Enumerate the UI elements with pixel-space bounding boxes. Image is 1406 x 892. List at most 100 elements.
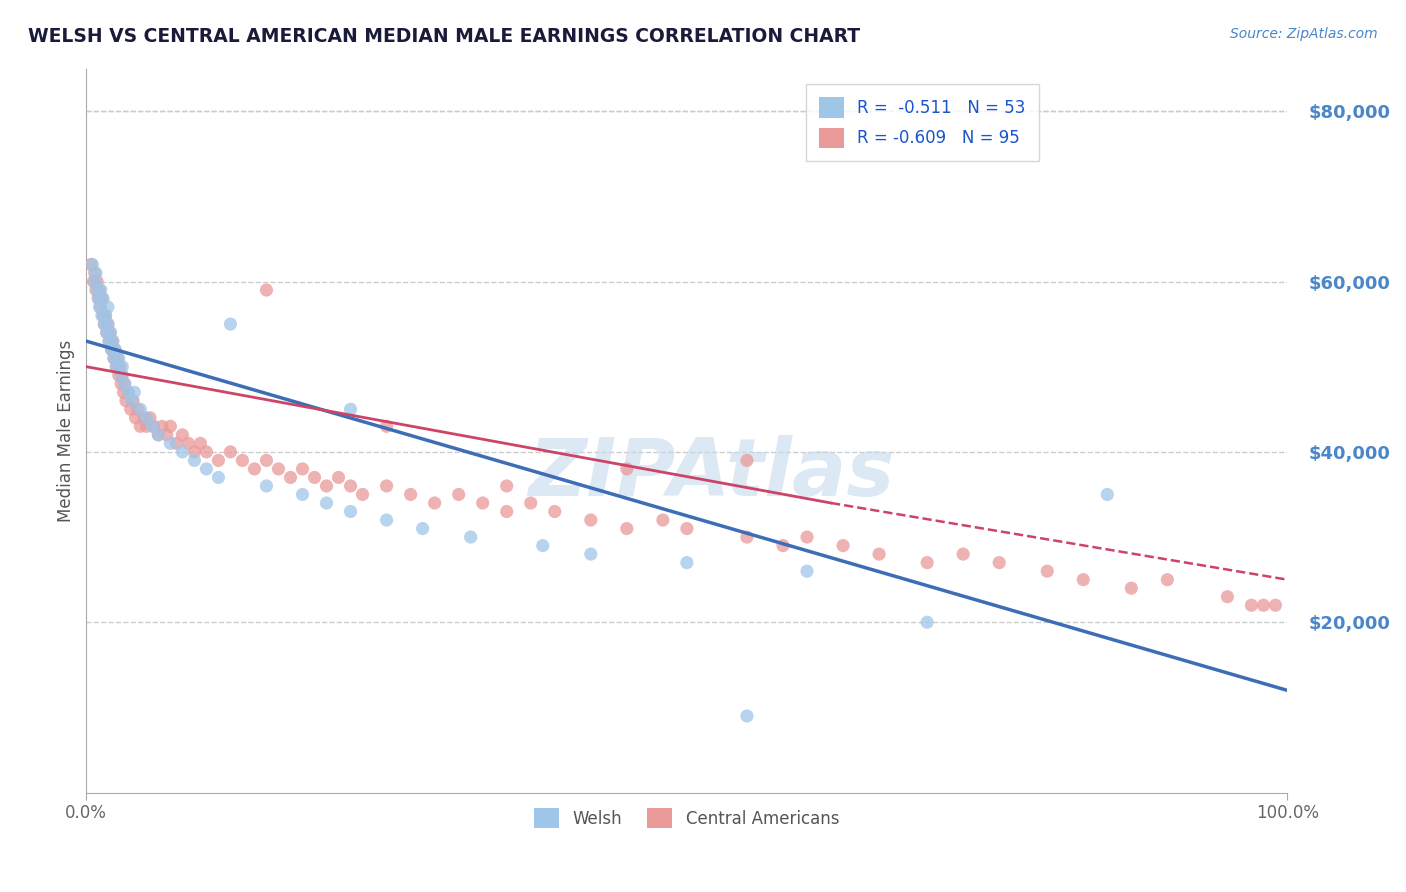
Point <box>86 275 108 289</box>
Point <box>97 300 120 314</box>
Point <box>89 300 111 314</box>
Point <box>952 547 974 561</box>
Text: Source: ZipAtlas.com: Source: ZipAtlas.com <box>1230 27 1378 41</box>
Point <box>219 317 242 331</box>
Point <box>98 326 121 340</box>
Point <box>80 257 103 271</box>
Point <box>495 479 517 493</box>
Point <box>190 436 212 450</box>
Point <box>98 334 121 348</box>
Point <box>256 283 278 297</box>
Point <box>121 393 143 408</box>
Point <box>91 292 114 306</box>
Point <box>207 470 229 484</box>
Point <box>1036 564 1059 578</box>
Point <box>84 266 107 280</box>
Point <box>108 359 131 374</box>
Point <box>110 368 132 383</box>
Point <box>127 402 149 417</box>
Point <box>110 376 132 391</box>
Point <box>107 351 129 366</box>
Point <box>339 479 361 493</box>
Point <box>735 530 758 544</box>
Point <box>915 556 938 570</box>
Point <box>122 393 145 408</box>
Point <box>103 351 125 366</box>
Point <box>1121 581 1143 595</box>
Point <box>616 522 638 536</box>
Point <box>256 479 278 493</box>
Point <box>412 522 434 536</box>
Point <box>97 317 120 331</box>
Point <box>231 453 253 467</box>
Point <box>1240 599 1263 613</box>
Point <box>90 283 112 297</box>
Point <box>93 317 115 331</box>
Point <box>304 470 326 484</box>
Point <box>544 504 567 518</box>
Point <box>280 470 302 484</box>
Point <box>90 292 112 306</box>
Point <box>1264 599 1286 613</box>
Point <box>328 470 350 484</box>
Point <box>150 419 173 434</box>
Point <box>616 462 638 476</box>
Text: ZIPAtlas: ZIPAtlas <box>527 435 894 513</box>
Point <box>129 419 152 434</box>
Point <box>107 351 129 366</box>
Point <box>135 419 157 434</box>
Point <box>120 402 142 417</box>
Point <box>423 496 446 510</box>
Point <box>98 326 121 340</box>
Point <box>159 436 181 450</box>
Point <box>495 504 517 518</box>
Point <box>112 385 135 400</box>
Point <box>375 419 398 434</box>
Point <box>93 317 115 331</box>
Point <box>735 453 758 467</box>
Point <box>447 487 470 501</box>
Point <box>142 419 165 434</box>
Point <box>519 496 541 510</box>
Point <box>399 487 422 501</box>
Point <box>117 385 139 400</box>
Y-axis label: Median Male Earnings: Median Male Earnings <box>58 340 75 522</box>
Point <box>115 393 138 408</box>
Point <box>105 359 128 374</box>
Point <box>83 275 105 289</box>
Point <box>291 487 314 501</box>
Point <box>460 530 482 544</box>
Point <box>172 427 194 442</box>
Point <box>101 334 124 348</box>
Point <box>100 343 122 357</box>
Point <box>1097 487 1119 501</box>
Point <box>315 479 337 493</box>
Point <box>159 419 181 434</box>
Point <box>352 487 374 501</box>
Point <box>87 292 110 306</box>
Point <box>86 283 108 297</box>
Point <box>1216 590 1239 604</box>
Point <box>148 427 170 442</box>
Point <box>772 539 794 553</box>
Point <box>105 359 128 374</box>
Point <box>91 309 114 323</box>
Point <box>988 556 1011 570</box>
Point <box>111 368 134 383</box>
Point <box>339 504 361 518</box>
Point <box>832 539 855 553</box>
Point <box>84 283 107 297</box>
Point <box>129 402 152 417</box>
Point <box>291 462 314 476</box>
Point <box>676 522 699 536</box>
Point <box>796 530 818 544</box>
Point <box>375 479 398 493</box>
Point <box>139 410 162 425</box>
Point <box>195 445 218 459</box>
Point <box>117 385 139 400</box>
Point <box>219 445 242 459</box>
Point <box>339 402 361 417</box>
Point <box>531 539 554 553</box>
Point <box>796 564 818 578</box>
Point <box>156 427 179 442</box>
